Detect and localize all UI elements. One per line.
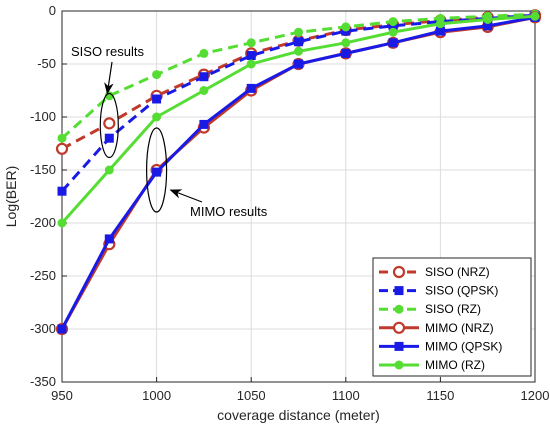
data-point [294,59,303,69]
legend-label: SISO (QPSK) [425,284,498,298]
data-point [246,51,256,61]
data-point [246,38,256,48]
data-point [57,186,67,196]
data-point [104,165,114,175]
data-point [199,72,209,82]
data-point [388,38,398,48]
legend-item: SISO (NRZ) [379,265,490,279]
y-tick-label: -150 [30,162,56,177]
data-point [152,112,162,122]
series-mimo-qpsk [57,12,540,334]
data-point [483,14,493,24]
legend: SISO (NRZ) SISO (QPSK) SISO (RZ) MIMO (NRZ)… [372,257,532,377]
legend-label: MIMO (RZ) [425,358,485,372]
data-point [294,46,303,56]
y-tick-label: -100 [30,109,56,124]
legend-item: MIMO (NRZ) [379,321,494,335]
annotations: SISO results MIMO results [71,44,268,219]
data-point [152,167,162,177]
legend-label: SISO (RZ) [425,302,481,316]
x-axis-title: coverage distance (meter) [217,407,380,423]
siso-results-arrow [104,61,114,95]
legend-marker [394,286,404,296]
data-point [341,48,351,58]
data-point [104,133,114,143]
data-point [57,324,67,334]
axis-ticks: 950 1000 1050 1100 1150 1200 0 -50 -100 -150 -200 -… [30,3,549,403]
data-point [103,117,116,130]
legend-marker [394,304,404,314]
series-group [55,9,542,336]
data-point [57,218,67,228]
series-siso-qpsk [57,10,540,196]
y-tick-label: -300 [30,321,56,336]
data-point [246,59,256,69]
legend-item: SISO (QPSK) [379,284,498,298]
mimo-results-ellipse [146,127,168,213]
legend-label: MIMO (NRZ) [425,321,494,335]
y-tick-label: -350 [30,374,56,389]
data-point [341,22,351,32]
data-point [294,27,303,37]
x-tick-label: 1050 [237,388,266,403]
data-point [388,17,398,27]
legend-marker [394,341,404,351]
data-point [246,83,256,93]
y-tick-label: -200 [30,215,56,230]
plot-area [61,10,536,383]
legend-marker [394,360,404,370]
x-tick-label: 950 [51,388,73,403]
x-tick-label: 1100 [332,388,360,403]
data-point [483,21,493,31]
data-point [388,27,398,37]
data-point [435,19,445,29]
legend-item: MIMO (RZ) [379,358,485,372]
data-point [152,70,162,80]
legend-marker [392,321,406,334]
mimo-results-arrow [169,189,203,203]
legend-item: SISO (RZ) [379,302,481,316]
legend-item: MIMO (QPSK) [379,339,502,353]
y-tick-label: -250 [30,268,56,283]
data-point [199,48,209,58]
data-point [199,86,209,95]
legend-marker [392,265,406,279]
series-mimo-rz [57,11,540,228]
data-point [530,11,540,21]
y-tick-label: -50 [37,56,56,71]
data-point [199,119,209,129]
data-point [294,37,303,47]
legend-label: SISO (NRZ) [425,265,490,279]
mimo-results-label: MIMO results [190,204,268,219]
data-point [104,234,114,244]
data-point [55,142,69,155]
legend-label: MIMO (QPSK) [425,339,502,353]
data-point [341,38,351,48]
x-tick-label: 1150 [426,388,454,403]
data-point [152,94,162,104]
x-tick-label: 1200 [521,388,550,403]
siso-results-label: SISO results [71,44,144,59]
data-point [57,133,67,143]
y-tick-label: 0 [49,3,56,18]
data-point [435,26,445,36]
series-line [60,13,536,193]
y-axis-title: Log(BER) [3,166,19,227]
x-tick-label: 1000 [142,388,171,403]
